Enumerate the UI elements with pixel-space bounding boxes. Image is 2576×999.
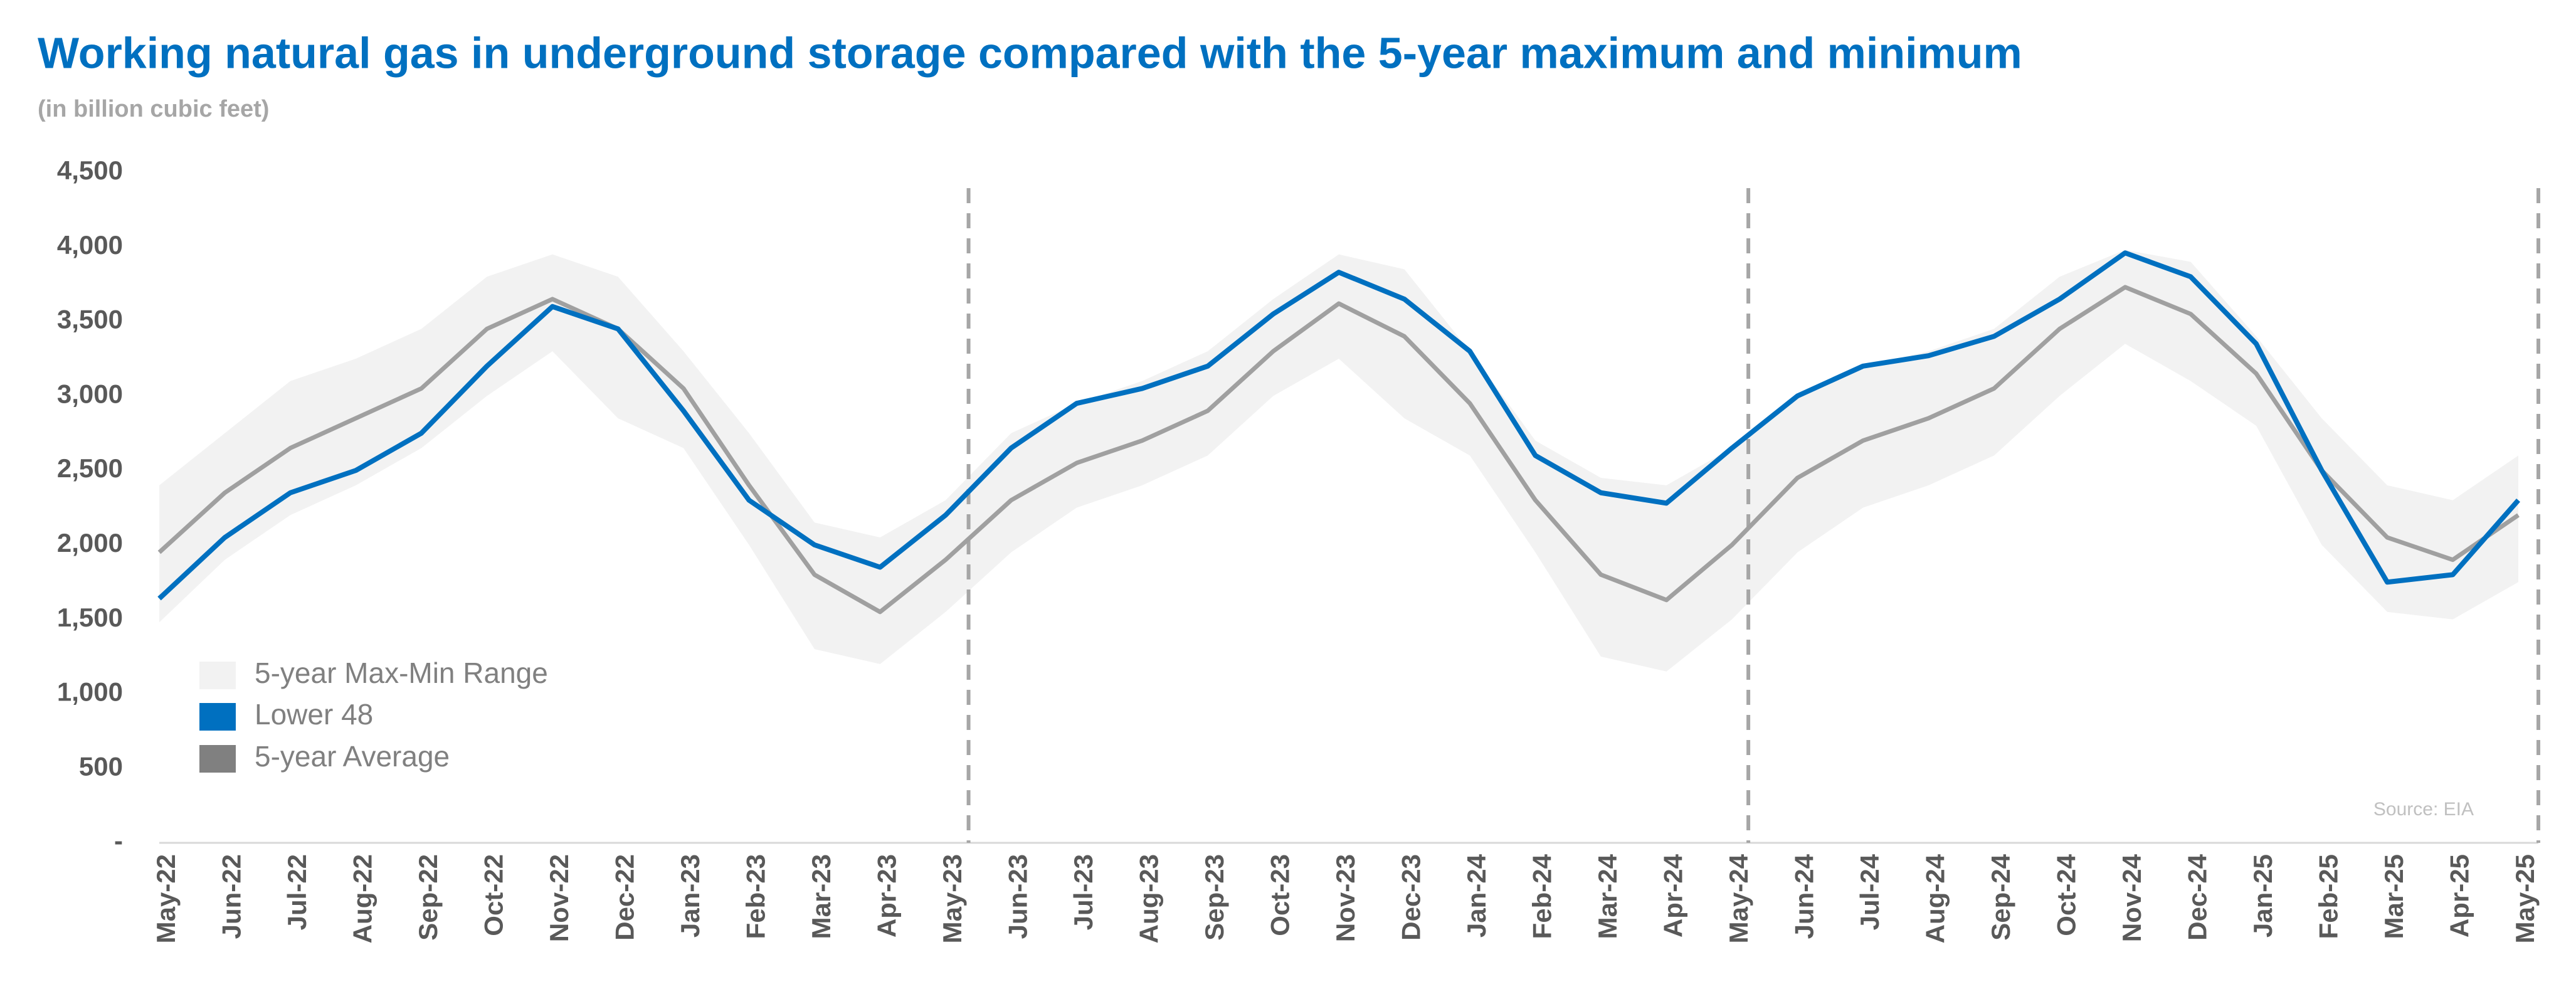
legend-label: 5-year Average [255,740,450,773]
x-tick-label: May-25 [2510,854,2540,943]
x-tick-label: Jun-22 [217,854,246,939]
x-tick-label: Dec-24 [2183,854,2212,940]
y-tick-label: 1,000 [57,677,123,707]
x-tick-label: Feb-24 [1528,854,1557,939]
series-line [157,250,2521,601]
x-tick-label: Dec-23 [1396,854,1426,941]
x-tick-label: Oct-23 [1265,854,1295,936]
x-tick-label: Jul-23 [1069,854,1098,930]
x-tick-label: Apr-24 [1659,854,1688,938]
x-tick-label: May-24 [1724,854,1753,943]
series-line [157,285,2520,615]
x-tick-label: Jun-24 [1790,854,1819,939]
source-note: Source: EIA [2373,799,2474,820]
x-tick-label: Jun-23 [1003,854,1033,939]
x-tick-label: Aug-23 [1134,854,1164,943]
x-tick-label: Nov-22 [544,854,574,942]
x-tick-label: Jan-25 [2248,854,2278,938]
x-tick-label: Jan-23 [675,854,705,938]
y-tick-label: 3,500 [57,305,123,334]
x-tick-label: Nov-23 [1331,854,1360,942]
y-tick-label: - [114,826,123,855]
x-tick-label: Feb-23 [741,854,771,939]
x-tick-label: Aug-24 [1921,854,1950,943]
x-tick-label: Nov-24 [2117,854,2146,942]
x-tick-label: Oct-24 [2052,854,2081,936]
x-tick-label: Apr-25 [2445,854,2474,938]
y-tick-label: 4,000 [57,230,123,260]
x-tick-label: Mar-24 [1593,854,1622,939]
y-tick-label: 500 [79,751,123,781]
x-tick-label: Mar-25 [2379,854,2409,939]
x-tick-label: Jan-24 [1462,854,1491,938]
x-tick-label: Aug-22 [348,854,377,943]
x-tick-label: Oct-22 [479,854,509,936]
x-tick-label: Feb-25 [2314,854,2343,939]
legend-swatch [199,745,236,773]
x-tick-label: Sep-22 [413,854,443,941]
x-tick-label: Jul-22 [282,854,312,930]
legend-label: Lower 48 [255,698,373,731]
legend-label: 5-year Max-Min Range [255,657,548,689]
chart-subtitle: (in billion cubic feet) [38,96,269,122]
y-tick-label: 4,500 [57,156,123,185]
range-band [159,250,2518,672]
x-tick-label: Apr-23 [872,854,902,938]
y-tick-label: 2,000 [57,528,123,558]
chart-title: Working natural gas in underground stora… [38,28,2022,77]
x-tick-label: Sep-23 [1200,854,1229,941]
legend-swatch [199,703,236,731]
y-tick-label: 2,500 [57,453,123,483]
x-tick-label: Mar-23 [806,854,836,939]
y-tick-label: 3,000 [57,379,123,408]
y-tick-label: 1,500 [57,603,123,632]
x-tick-label: Jul-24 [1855,854,1884,930]
legend-swatch [199,662,236,689]
x-tick-label: Dec-22 [610,854,640,941]
x-tick-label: Sep-24 [1986,854,2015,940]
x-tick-label: May-23 [937,854,967,943]
x-tick-label: May-22 [151,854,181,943]
